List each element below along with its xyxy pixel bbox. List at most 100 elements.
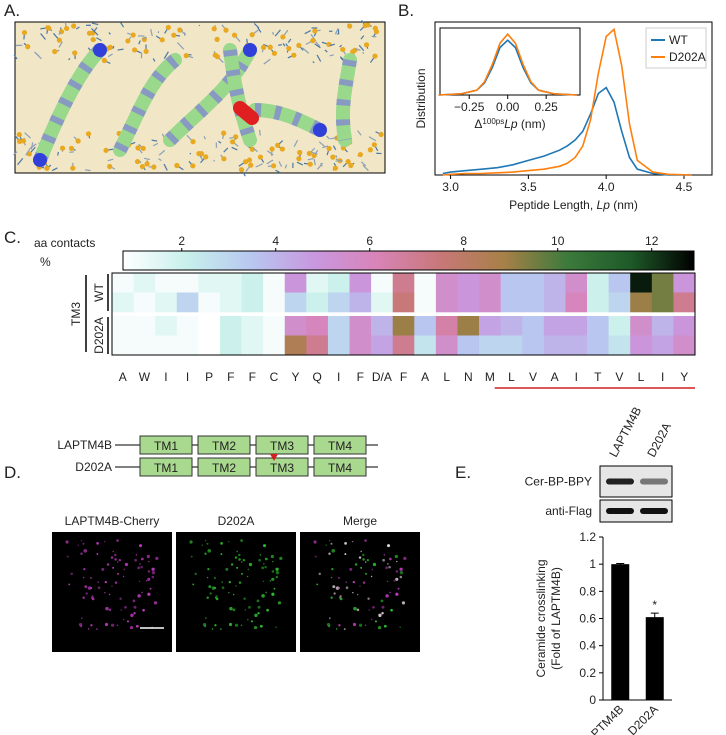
lipid — [368, 136, 377, 142]
fluorescence-spot — [367, 597, 370, 600]
fluorescence-spot — [206, 542, 209, 545]
fluorescence-spot — [261, 594, 265, 598]
fluorescence-spot — [236, 550, 238, 553]
lipid — [315, 41, 321, 47]
fluorescence-spot — [264, 565, 267, 569]
fluorescence-spot — [208, 585, 212, 589]
heatmap-cell — [435, 273, 458, 293]
x-tick-label: −0.25 — [454, 100, 485, 114]
blot-band — [640, 478, 668, 485]
fluorescence-spot — [371, 618, 373, 621]
fluorescence-spot — [352, 580, 355, 584]
fluorescence-spot — [265, 591, 267, 594]
lipid — [275, 169, 281, 174]
fluorescence-spot — [91, 597, 95, 601]
fluorescence-spot — [70, 572, 73, 576]
y-axis-label: (Fold of LAPTM4B) — [549, 567, 563, 670]
lipid — [120, 22, 125, 28]
lipid-head — [45, 25, 51, 31]
y-tick-label: 1.2 — [579, 530, 596, 544]
residue-label: T — [594, 370, 602, 384]
fluorescence-spot — [395, 577, 399, 581]
fluorescence-spot — [380, 599, 384, 603]
mutation-marker — [270, 454, 278, 461]
residue-label: F — [227, 370, 234, 384]
residue-label: F — [400, 370, 407, 384]
helix-stripe — [223, 49, 257, 143]
lipid-head — [311, 152, 317, 159]
fluorescence-spot — [207, 568, 210, 571]
fluorescence-spot — [133, 605, 137, 609]
colorbar — [122, 250, 695, 271]
heatmap-cell — [414, 316, 437, 336]
heatmap-cell — [587, 316, 609, 336]
fluorescence-spot — [116, 539, 119, 542]
fluorescence-spot — [247, 568, 250, 571]
fluorescence-spot — [118, 558, 122, 562]
residue-label: L — [508, 370, 515, 384]
lipid — [314, 43, 321, 49]
heatmap-cell — [522, 316, 545, 336]
fluorescence-spot — [104, 622, 109, 627]
lipid-head — [190, 139, 196, 145]
heatmap-cell — [522, 335, 545, 356]
fluorescence-spot — [365, 572, 368, 575]
residue-label: V — [529, 370, 537, 384]
fluorescence-spot — [120, 609, 122, 611]
lipid-head — [231, 32, 238, 38]
fluorescence-spot — [234, 623, 239, 627]
lipid — [266, 159, 274, 165]
fluorescence-spot — [241, 572, 244, 575]
fluorescence-spot — [225, 567, 229, 571]
lipid-head — [310, 38, 316, 44]
fluorescence-spot — [234, 556, 238, 559]
helix-end — [33, 153, 47, 167]
helix-highlight — [233, 101, 259, 125]
tm-domain-label: TM3 — [270, 439, 294, 453]
x-tick-label: 3.5 — [520, 180, 537, 194]
colorbar-unit: % — [40, 255, 51, 269]
fluorescence-spot — [352, 622, 357, 627]
fluorescence-spot — [395, 570, 399, 573]
lipid-head — [330, 154, 336, 160]
fluorescence-spot — [314, 555, 317, 558]
legend-label: D202A — [669, 50, 706, 64]
lipid — [176, 42, 185, 50]
fluorescence-spot — [85, 592, 88, 595]
fluorescence-spot — [209, 592, 212, 595]
fluorescence-spot — [135, 624, 139, 628]
fluorescence-spot — [126, 620, 129, 623]
lipid-head — [229, 139, 236, 145]
lipid — [301, 47, 310, 54]
tm-domain-label: TM4 — [328, 461, 352, 475]
heatmap-cell — [155, 316, 178, 336]
fluorescence-spot — [333, 592, 336, 595]
fluorescence-spot — [328, 539, 331, 542]
fluorescence-spot — [381, 612, 384, 615]
lipid — [138, 40, 141, 45]
fluorescence-spot — [269, 579, 272, 582]
lipid-head — [56, 37, 62, 43]
fluorescence-spot — [114, 558, 117, 561]
lipid — [57, 151, 59, 156]
heatmap-cell — [630, 273, 653, 293]
lipid — [158, 149, 166, 156]
heatmap-cell — [349, 292, 372, 313]
lipid — [107, 53, 113, 58]
helix — [113, 53, 182, 157]
fluorescence-spot — [124, 605, 127, 609]
heatmap-cell — [284, 316, 307, 336]
lipid — [282, 43, 286, 47]
fluorescence-spot — [90, 587, 93, 589]
fluorescence-spot — [80, 539, 83, 542]
fluorescence-spot — [238, 553, 241, 557]
heatmap-cell — [565, 273, 588, 293]
fluorescence-spot — [123, 618, 125, 621]
fluorescence-spot — [106, 563, 110, 566]
fluorescence-spot — [95, 628, 98, 631]
lipid-head — [306, 150, 312, 157]
tm-domain-label: TM2 — [212, 461, 236, 475]
fluorescence-spot — [271, 570, 275, 573]
blot-band — [606, 478, 634, 485]
lipid-head — [326, 145, 332, 152]
